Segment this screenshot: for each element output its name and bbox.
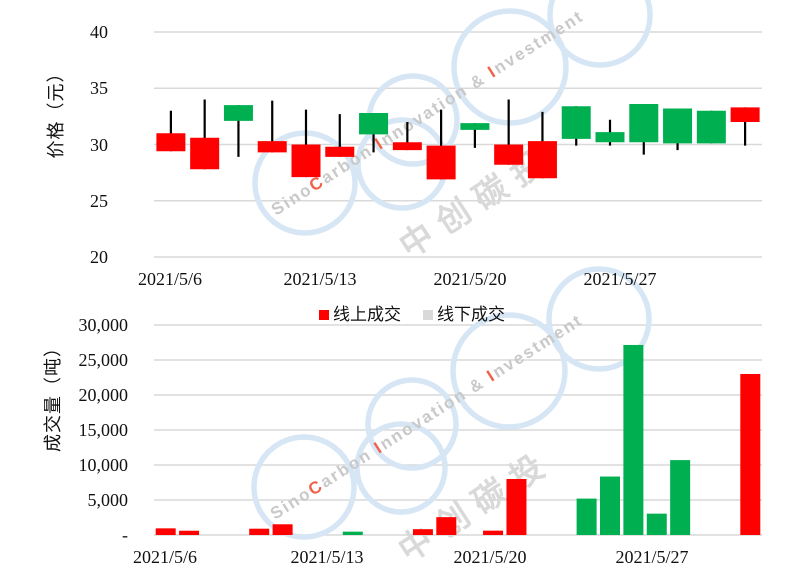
volume-bar <box>342 531 363 535</box>
volume-bar <box>272 524 293 535</box>
volume-bar <box>412 529 433 535</box>
candle-body <box>291 144 321 178</box>
volume-bar <box>436 517 457 535</box>
candle-body <box>696 110 726 144</box>
candle-body <box>190 137 220 170</box>
candle-body <box>257 141 287 153</box>
y-tick-label: 25 <box>90 190 108 211</box>
watermark-ring <box>450 312 568 430</box>
y-tick-label: 10,000 <box>78 455 129 475</box>
candle-body <box>494 144 524 165</box>
candle-body <box>223 105 253 121</box>
volume-bar <box>576 498 597 535</box>
x-tick-label: 2021/5/20 <box>453 547 527 567</box>
volume-bar <box>646 513 667 535</box>
candle-body <box>527 141 557 179</box>
legend-item-offline: 线下成交 <box>423 306 505 324</box>
volume-bar <box>506 479 527 535</box>
candle-body <box>325 146 355 157</box>
offline-legend-swatch <box>423 310 433 320</box>
volume-bar <box>600 476 620 535</box>
volume-bar <box>623 344 644 535</box>
x-tick-label: 2021/5/27 <box>583 269 657 289</box>
y-tick-label: 15,000 <box>78 420 129 440</box>
x-tick-label: 2021/5/20 <box>433 269 507 289</box>
watermark-ring <box>354 421 448 515</box>
volume-bar <box>155 528 176 535</box>
volume-bar <box>740 374 761 535</box>
y-tick-label: 35 <box>90 78 108 99</box>
y-tick-label: 5,000 <box>87 490 129 510</box>
volume-bar <box>249 528 270 535</box>
x-tick-label: 2021/5/13 <box>290 547 364 567</box>
volume-bar <box>179 530 200 535</box>
candle-body <box>629 104 659 143</box>
x-tick-label: 2021/5/13 <box>283 269 357 289</box>
y-tick-label: 30 <box>90 134 108 155</box>
candle-body <box>156 133 186 152</box>
offline-legend-label: 线下成交 <box>437 305 505 324</box>
candle-body <box>595 132 625 143</box>
candle-body <box>663 108 693 144</box>
volume-bar <box>670 460 691 535</box>
candle-body <box>730 107 760 122</box>
candle-body <box>426 145 456 180</box>
candle-body <box>359 113 389 135</box>
y-tick-label: - <box>122 525 128 545</box>
watermark-latin-segment: arbon <box>317 441 381 491</box>
watermark-ring <box>251 434 357 540</box>
x-tick-label: 2021/5/27 <box>615 547 689 567</box>
y-tick-label: 20 <box>90 247 108 267</box>
y-tick-label: 30,000 <box>78 315 129 335</box>
candle-body <box>460 123 490 130</box>
x-tick-label: 2021/5/6 <box>132 547 197 567</box>
y-tick-label: 40 <box>90 22 108 42</box>
volume-bar <box>483 530 504 535</box>
candle-body <box>561 106 591 139</box>
x-tick-label: 2021/5/6 <box>137 269 202 289</box>
legend-item-online: 线上成交 <box>319 306 401 324</box>
watermark-ring <box>451 8 569 126</box>
y-tick-label: 25,000 <box>78 350 129 370</box>
series-layer <box>155 99 761 535</box>
watermark-ring <box>365 377 459 471</box>
online-legend-label: 线上成交 <box>333 305 401 324</box>
online-legend-swatch <box>319 310 329 320</box>
y-tick-label: 20,000 <box>78 385 129 405</box>
candle-body <box>392 142 422 151</box>
watermark-ring <box>546 266 652 372</box>
watermark-ring <box>547 0 653 68</box>
